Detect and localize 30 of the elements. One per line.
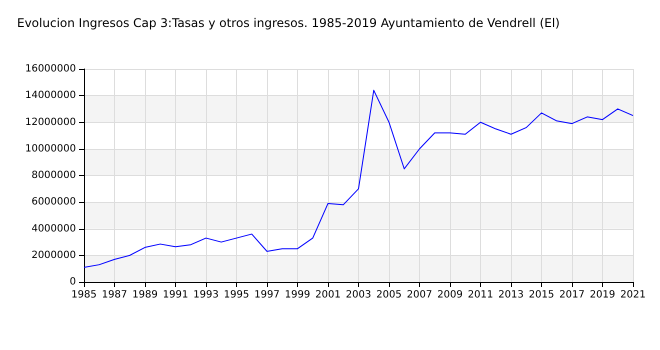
x-tick-label: 2021: [620, 290, 646, 300]
x-tick-label: 2013: [498, 290, 524, 300]
x-tick-label: 1997: [254, 290, 280, 300]
x-tick-label: 1993: [193, 290, 219, 300]
y-tick-label: 6000000: [31, 196, 76, 208]
line-series: [84, 90, 634, 268]
x-tick-label: 1999: [284, 290, 310, 300]
x-tick-label: 1987: [102, 290, 128, 300]
x-tick-label: 2009: [437, 290, 463, 300]
x-tick-label: 1985: [71, 290, 97, 300]
x-tick-label: 1995: [224, 290, 250, 300]
chart-title: Evolucion Ingresos Cap 3:Tasas y otros ingresos. 1985-2019 Ayuntamiento de Vendrell (El): [17, 16, 560, 30]
y-tick-label: 10000000: [25, 143, 76, 154]
y-tick-label: 2000000: [31, 250, 76, 261]
x-tick-label: 1991: [162, 290, 188, 300]
x-tick-label: 1989: [132, 290, 158, 300]
x-tick-label: 2015: [528, 290, 554, 300]
y-tick-label: 14000000: [25, 90, 76, 102]
y-tick-label: 12000000: [25, 116, 76, 128]
x-tick-label: 2017: [559, 290, 585, 300]
x-tick-label: 2011: [468, 290, 494, 300]
x-tick-label: 2019: [590, 290, 616, 300]
x-tick-label: 2007: [406, 290, 432, 300]
y-tick-label: 8000000: [31, 170, 76, 181]
x-tick-label: 2005: [376, 290, 402, 300]
y-tick-label: 4000000: [31, 223, 76, 234]
x-tick-label: 2001: [315, 290, 341, 300]
y-tick-label: 16000000: [25, 64, 76, 74]
x-tick-label: 2003: [346, 290, 372, 300]
y-tick-label: 0: [70, 276, 76, 288]
